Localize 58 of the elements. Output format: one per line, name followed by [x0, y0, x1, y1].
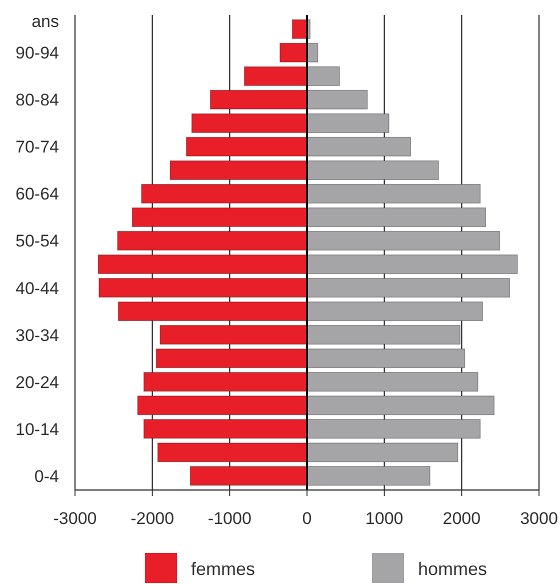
bar — [186, 136, 308, 156]
bar — [306, 324, 461, 345]
bar — [137, 396, 308, 416]
bar — [190, 466, 308, 486]
bar — [143, 372, 308, 392]
bar — [244, 66, 308, 86]
bar — [306, 90, 368, 110]
bar — [306, 113, 390, 133]
y-tick-label: 40-44 — [16, 278, 59, 298]
y-tick-label: 30-34 — [16, 326, 59, 345]
bar — [117, 230, 308, 251]
y-tick-label: 0-4 — [34, 466, 59, 486]
bar — [210, 90, 308, 110]
bar — [132, 207, 308, 228]
bar — [143, 419, 308, 439]
bar — [280, 42, 308, 62]
x-tick-label: -3000 — [53, 509, 97, 528]
y-axis-title: ans — [32, 12, 59, 31]
bar — [306, 254, 518, 274]
y-tick-label: 90-94 — [16, 44, 59, 63]
bar — [306, 396, 495, 416]
bar — [306, 466, 430, 486]
y-tick-label: 80-84 — [16, 90, 59, 110]
y-tick-label: 50-54 — [16, 232, 59, 251]
bar — [306, 348, 466, 368]
bar — [157, 442, 308, 462]
bar — [292, 19, 308, 39]
bar — [306, 442, 458, 462]
bar — [306, 66, 340, 86]
x-tick-label: -2000 — [130, 509, 174, 528]
bar — [98, 254, 308, 274]
bar — [306, 230, 500, 251]
bar — [306, 301, 483, 322]
legend-label: femmes — [191, 559, 256, 579]
bar — [98, 278, 308, 298]
y-tick-label: 10-14 — [16, 420, 59, 439]
bar — [306, 372, 478, 392]
bar — [191, 113, 308, 133]
legend-label: hommes — [418, 559, 488, 579]
bar — [306, 419, 481, 439]
bar — [306, 278, 510, 298]
bar — [306, 160, 439, 180]
bar — [306, 184, 481, 204]
x-tick-label: 1000 — [365, 509, 404, 528]
x-tick-label: 0 — [302, 509, 312, 528]
bar — [170, 160, 308, 180]
bar — [160, 324, 308, 345]
x-tick-label: 3000 — [520, 509, 558, 528]
bar — [118, 301, 308, 322]
bar — [141, 184, 308, 204]
x-tick-label: 2000 — [442, 509, 481, 528]
bar — [306, 136, 412, 156]
y-tick-label: 60-64 — [16, 184, 59, 204]
y-tick-label: 20-24 — [16, 372, 59, 392]
bar — [306, 207, 486, 228]
y-tick-label: 70-74 — [16, 138, 59, 157]
bar — [156, 348, 308, 368]
x-tick-label: -1000 — [208, 509, 252, 528]
